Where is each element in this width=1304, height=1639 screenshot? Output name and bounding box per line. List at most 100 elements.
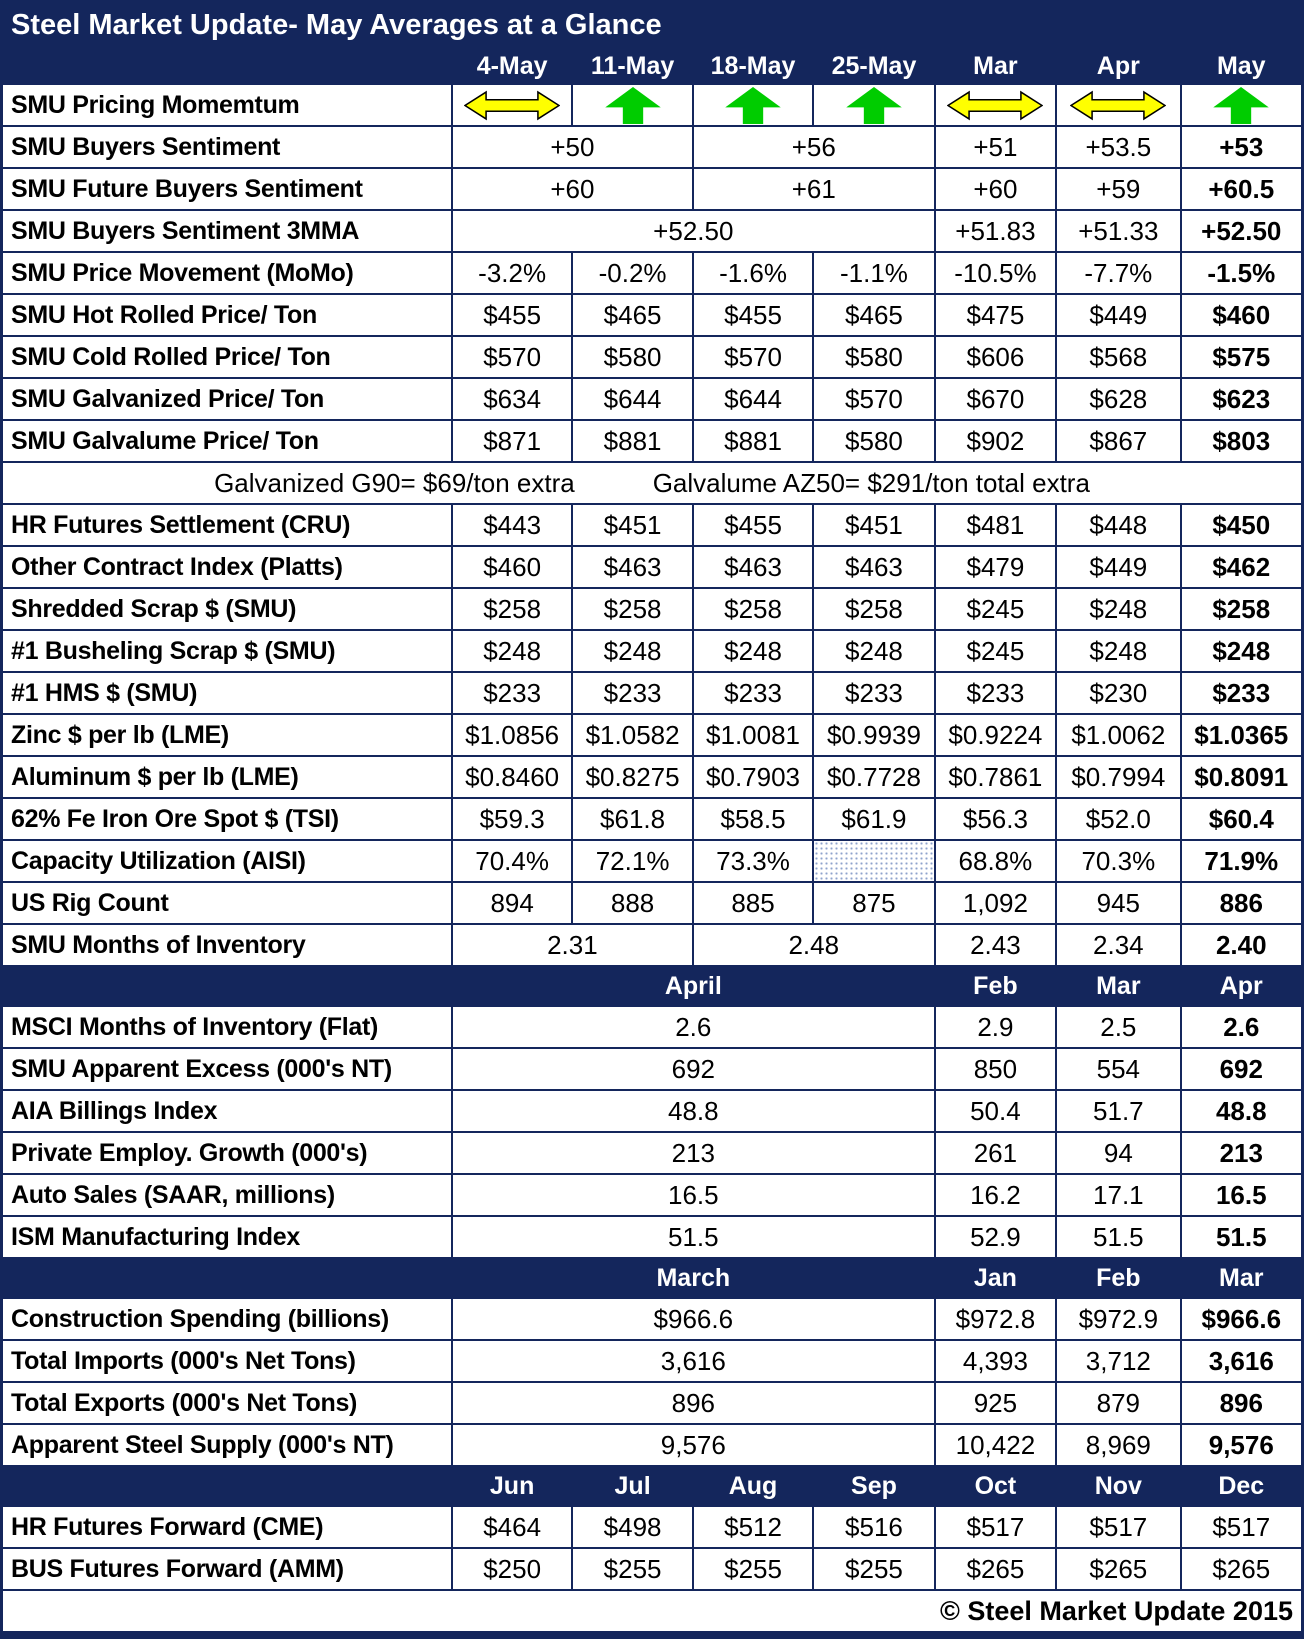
table-cell: $0.9939 — [812, 715, 933, 755]
table-cell: 875 — [812, 883, 933, 923]
table-cell: $568 — [1055, 337, 1179, 377]
table-cell: 3,616 — [450, 1341, 934, 1381]
table-row: Other Contract Index (Platts) $460 $463 $46… — [3, 547, 1301, 589]
table-cell: $570 — [450, 337, 571, 377]
table-cell: 894 — [450, 883, 571, 923]
table-cell: $450 — [1179, 505, 1301, 545]
table-cell: 850 — [933, 1049, 1055, 1089]
table-cell: $1.0856 — [450, 715, 571, 755]
table-cell: 925 — [933, 1383, 1055, 1423]
table-cell: 10,422 — [933, 1425, 1055, 1465]
table-cell: 16.2 — [933, 1175, 1055, 1215]
row-label: HR Futures Forward (CME) — [11, 1512, 324, 1541]
section-header-row: March Jan Feb Mar — [3, 1259, 1301, 1299]
table-row: SMU Galvalume Price/ Ton $871 $881 $881 $580… — [3, 421, 1301, 463]
table-cell: 71.9% — [1179, 841, 1301, 881]
note-row: Galvanized G90= $69/ton extra Galvalume A… — [3, 463, 1301, 505]
table-cell: $248 — [1179, 631, 1301, 671]
galvanized-extra-note: Galvanized G90= $69/ton extra — [214, 467, 575, 498]
table-row: HR Futures Forward (CME) $464 $498 $512 $516… — [3, 1507, 1301, 1549]
sideways-arrow-shape — [464, 90, 561, 120]
table-cell: 2.31 — [450, 925, 692, 965]
table-row: SMU Buyers Sentiment +50 +56 +51 +53.5 +53 — [3, 127, 1301, 169]
table-cell: $60.4 — [1179, 799, 1301, 839]
table-cell: +52.50 — [450, 211, 934, 251]
table-cell: $233 — [1179, 673, 1301, 713]
row-label: 62% Fe Iron Ore Spot $ (TSI) — [11, 804, 339, 833]
table-row: #1 Busheling Scrap $ (SMU) $248 $248 $248 $2… — [3, 631, 1301, 673]
table-cell: $258 — [1179, 589, 1301, 629]
table-cell: 4,393 — [933, 1341, 1055, 1381]
table-cell: $902 — [933, 421, 1055, 461]
table-cell: $1.0081 — [691, 715, 812, 755]
table-cell: $803 — [1179, 421, 1301, 461]
up-arrow-shape — [846, 86, 902, 124]
table-cell: 261 — [933, 1133, 1055, 1173]
table-cell: +51.33 — [1055, 211, 1179, 251]
momentum-arrow-cell — [1055, 85, 1179, 125]
sideways-arrow-shape — [1070, 90, 1167, 120]
table-cell: $512 — [691, 1507, 812, 1547]
table-row: SMU Pricing Momemtum — [3, 85, 1301, 127]
row-label: Shredded Scrap $ (SMU) — [11, 594, 297, 623]
table-cell: $265 — [933, 1549, 1055, 1589]
table-cell: $449 — [1055, 547, 1179, 587]
table-cell: $0.7903 — [691, 757, 812, 797]
table-cell: $463 — [691, 547, 812, 587]
table-row: SMU Price Movement (MoMo) -3.2% -0.2% -1.6%… — [3, 253, 1301, 295]
yellow-sideways-arrow-icon — [947, 90, 1044, 120]
section-header-cell: Oct — [974, 1471, 1017, 1500]
table-cell: +60.5 — [1179, 169, 1301, 209]
row-label: SMU Cold Rolled Price/ Ton — [11, 342, 331, 371]
table-row: #1 HMS $ (SMU) $233 $233 $233 $233 $233 $230 $2… — [3, 673, 1301, 715]
row-label: ISM Manufacturing Index — [11, 1222, 300, 1251]
table-row: SMU Months of Inventory 2.31 2.48 2.43 2.34 2… — [3, 925, 1301, 967]
table-cell: +51.83 — [933, 211, 1055, 251]
extras-note-cell: Galvanized G90= $69/ton extra Galvalume A… — [3, 463, 1301, 503]
table-cell: $248 — [812, 631, 933, 671]
table-cell: $443 — [450, 505, 571, 545]
table-row: Aluminum $ per lb (LME) $0.8460 $0.8275 $0.… — [3, 757, 1301, 799]
column-header-cell: 18-May — [710, 51, 796, 80]
table-cell: 73.3% — [691, 841, 812, 881]
table-cell: $460 — [1179, 295, 1301, 335]
table-cell: 9,576 — [450, 1425, 934, 1465]
table-row: Private Employ. Growth (000's) 213 261 94 21… — [3, 1133, 1301, 1175]
empty-label-cell — [3, 967, 451, 1005]
section-header-cell: Mar — [1096, 971, 1141, 1000]
table-row: MSCI Months of Inventory (Flat) 2.6 2.9 2.5… — [3, 1007, 1301, 1049]
table-cell: $233 — [571, 673, 691, 713]
table-row: Shredded Scrap $ (SMU) $258 $258 $258 $258 $2… — [3, 589, 1301, 631]
section-header-cell: Jan — [973, 1263, 1017, 1292]
table-cell: $455 — [691, 505, 812, 545]
table-cell: $516 — [812, 1507, 933, 1547]
column-header-cell: Apr — [1096, 51, 1140, 80]
table-cell: $580 — [571, 337, 691, 377]
row-label: Apparent Steel Supply (000's NT) — [11, 1430, 394, 1459]
row-label: SMU Apparent Excess (000's NT) — [11, 1054, 392, 1083]
empty-label-cell — [3, 47, 451, 85]
table-cell: $233 — [812, 673, 933, 713]
table-cell: 8,969 — [1055, 1425, 1179, 1465]
table-row: Zinc $ per lb (LME) $1.0856 $1.0582 $1.0081… — [3, 715, 1301, 757]
table-cell: +50 — [450, 127, 692, 167]
table-cell: $245 — [933, 631, 1055, 671]
table-cell: -1.5% — [1179, 253, 1301, 293]
table-cell: $245 — [933, 589, 1055, 629]
section-header-cell: Sep — [851, 1471, 897, 1500]
table-cell: 879 — [1055, 1383, 1179, 1423]
table-cell: $52.0 — [1055, 799, 1179, 839]
row-label: Total Imports (000's Net Tons) — [11, 1346, 356, 1375]
table-cell: $265 — [1055, 1549, 1179, 1589]
section-header-cell: Feb — [1096, 1263, 1141, 1292]
table-cell: +61 — [691, 169, 934, 209]
section-header-cell: Nov — [1094, 1471, 1142, 1500]
row-label: Aluminum $ per lb (LME) — [11, 762, 299, 791]
table-cell: $455 — [691, 295, 812, 335]
table-row: Construction Spending (billions) $966.6 $9… — [3, 1299, 1301, 1341]
table-cell: +56 — [691, 127, 934, 167]
copyright-footer: © Steel Market Update 2015 — [3, 1591, 1301, 1631]
table-cell: $0.8091 — [1179, 757, 1301, 797]
table-cell: $1.0582 — [571, 715, 691, 755]
table-cell: 886 — [1179, 883, 1301, 923]
